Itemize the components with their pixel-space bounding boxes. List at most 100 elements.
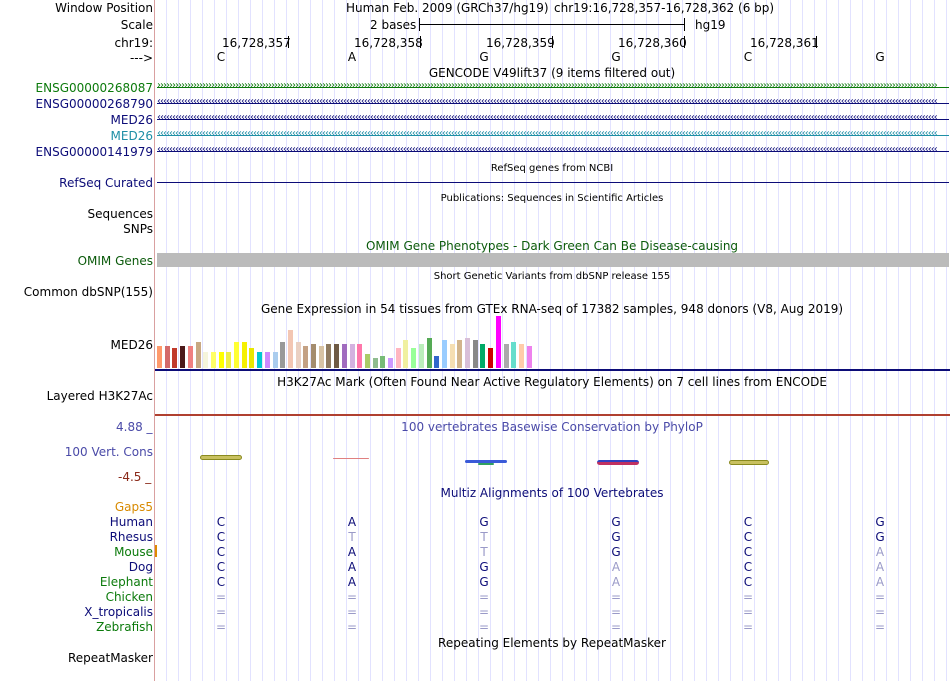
gtex-tissue-bar[interactable] [187, 346, 193, 368]
multiz-track-title[interactable]: Multiz Alignments of 100 Vertebrates [440, 486, 664, 500]
gtex-tissue-bar[interactable] [280, 342, 286, 368]
dbsnp-track-title[interactable]: Short Genetic Variants from dbSNP releas… [433, 271, 671, 282]
gtex-tissue-bar[interactable] [195, 342, 201, 368]
gtex-tissue-bar[interactable] [234, 342, 239, 368]
alignment-base: C [216, 545, 226, 559]
gtex-tissue-bar[interactable] [372, 358, 378, 368]
gtex-tissue-bar[interactable] [318, 346, 324, 368]
species-label[interactable]: Mouse [114, 545, 153, 559]
gtex-bar-chart[interactable] [157, 316, 557, 368]
gtex-tissue-bar[interactable] [218, 352, 224, 368]
gaps-label[interactable]: Gaps5 [114, 500, 153, 514]
gtex-tissue-bar[interactable] [180, 346, 186, 368]
species-label[interactable]: X_tropicalis [84, 605, 153, 619]
mouse-gap-marker [155, 545, 157, 557]
snps-track-label[interactable]: SNPs [123, 222, 153, 236]
refseq-track-title[interactable]: RefSeq genes from NCBI [490, 163, 614, 174]
gtex-tissue-bar[interactable] [526, 346, 532, 368]
gtex-tissue-bar[interactable] [349, 344, 355, 368]
gtex-track-title[interactable]: Gene Expression in 54 tissues from GTEx … [260, 302, 844, 316]
gtex-tissue-bar[interactable] [434, 356, 440, 368]
gencode-track-title[interactable]: GENCODE V49lift37 (9 items filtered out) [428, 66, 676, 80]
gtex-tissue-bar[interactable] [395, 348, 401, 368]
gtex-tissue-bar[interactable] [488, 348, 494, 368]
gtex-track-label[interactable]: MED26 [110, 338, 153, 352]
gtex-tissue-bar[interactable] [472, 340, 478, 368]
alignment-base: T [480, 530, 488, 544]
gencode-gene-line[interactable]: ‹‹‹‹‹‹‹‹‹‹‹‹‹‹‹‹‹‹‹‹‹‹‹‹‹‹‹‹‹‹‹‹‹‹‹‹‹‹‹‹… [157, 131, 949, 140]
gencode-item-label[interactable]: ENSG00000268087 [35, 81, 153, 95]
species-label[interactable]: Dog [128, 560, 153, 574]
gtex-tissue-bar[interactable] [287, 330, 293, 368]
gtex-tissue-bar[interactable] [334, 344, 340, 368]
h3k27ac-track-title[interactable]: H3K27Ac Mark (Often Found Near Active Re… [277, 375, 827, 389]
gtex-tissue-bar[interactable] [418, 344, 424, 368]
dbsnp-track-label[interactable]: Common dbSNP(155) [23, 285, 153, 299]
gtex-tissue-bar[interactable] [172, 348, 178, 368]
gtex-tissue-bar[interactable] [303, 346, 309, 368]
gtex-tissue-bar[interactable] [480, 344, 486, 368]
phylop-track-title[interactable]: 100 vertebrates Basewise Conservation by… [401, 420, 703, 434]
gtex-tissue-bar[interactable] [465, 338, 470, 368]
gtex-tissue-bar[interactable] [388, 358, 393, 368]
refseq-track-label[interactable]: RefSeq Curated [59, 176, 153, 190]
gencode-item-label[interactable]: MED26 [110, 129, 153, 143]
gencode-gene-line[interactable]: ‹‹‹‹‹‹‹‹‹‹‹‹‹‹‹‹‹‹‹‹‹‹‹‹‹‹‹‹‹‹‹‹‹‹‹‹‹‹‹‹… [157, 115, 949, 124]
alignment-base: = [610, 605, 622, 619]
scale-bar-right-cap [684, 18, 685, 31]
label-track-separator[interactable] [154, 0, 155, 681]
omim-track-title[interactable]: OMIM Gene Phenotypes - Dark Green Can Be… [365, 239, 739, 253]
gtex-tissue-bar[interactable] [426, 338, 432, 368]
gtex-tissue-bar[interactable] [210, 352, 216, 368]
species-label[interactable]: Human [109, 515, 153, 529]
gtex-tissue-bar[interactable] [503, 344, 509, 368]
alignment-base: C [216, 575, 226, 589]
gtex-tissue-bar[interactable] [241, 342, 247, 368]
gencode-gene-line[interactable]: ‹‹‹‹‹‹‹‹‹‹‹‹‹‹‹‹‹‹‹‹‹‹‹‹‹‹‹‹‹‹‹‹‹‹‹‹‹‹‹‹… [157, 147, 949, 156]
omim-track-label[interactable]: OMIM Genes [77, 254, 153, 268]
species-label[interactable]: Rhesus [109, 530, 153, 544]
gtex-tissue-bar[interactable] [457, 340, 463, 368]
gtex-tissue-bar[interactable] [518, 344, 524, 368]
gtex-tissue-bar[interactable] [295, 342, 301, 368]
gtex-tissue-bar[interactable] [157, 346, 162, 368]
gtex-tissue-bar[interactable] [411, 348, 417, 368]
gtex-tissue-bar[interactable] [441, 340, 447, 368]
gtex-tissue-bar[interactable] [311, 344, 316, 368]
publications-track-label[interactable]: Sequences [87, 207, 153, 221]
gtex-tissue-bar[interactable] [164, 346, 170, 368]
gencode-item-label[interactable]: ENSG00000141979 [35, 145, 153, 159]
gtex-tissue-bar[interactable] [495, 316, 501, 368]
gtex-tissue-bar[interactable] [403, 340, 409, 368]
gencode-item-label[interactable]: MED26 [110, 113, 153, 127]
gtex-tissue-bar[interactable] [341, 344, 347, 368]
gencode-item-label[interactable]: ENSG00000268790 [35, 97, 153, 111]
gtex-tissue-bar[interactable] [264, 352, 270, 368]
gtex-tissue-bar[interactable] [226, 352, 232, 368]
repeatmasker-track-label[interactable]: RepeatMasker [67, 651, 153, 665]
gtex-tissue-bar[interactable] [203, 352, 209, 368]
alignment-base: A [611, 560, 621, 574]
repeatmasker-track-title[interactable]: Repeating Elements by RepeatMasker [438, 636, 666, 650]
publications-track-title[interactable]: Publications: Sequences in Scientific Ar… [440, 193, 664, 204]
gtex-tissue-bar[interactable] [380, 356, 386, 368]
gtex-tissue-bar[interactable] [357, 344, 363, 368]
gtex-tissue-bar[interactable] [511, 342, 517, 368]
gtex-tissue-bar[interactable] [326, 344, 332, 368]
species-label[interactable]: Elephant [99, 575, 153, 589]
species-label[interactable]: Chicken [105, 590, 153, 604]
phylop-score-mark [729, 460, 769, 465]
gtex-tissue-bar[interactable] [272, 352, 278, 368]
gencode-gene-line[interactable]: ‹‹‹‹‹‹‹‹‹‹‹‹‹‹‹‹‹‹‹‹‹‹‹‹‹‹‹‹‹‹‹‹‹‹‹‹‹‹‹‹… [157, 99, 949, 108]
h3k27ac-track-label[interactable]: Layered H3K27Ac [46, 389, 153, 403]
gencode-gene-line[interactable]: ››››››››››››››››››››››››››››››››››››››››… [157, 83, 949, 92]
gtex-tissue-bar[interactable] [449, 344, 455, 368]
gtex-tissue-bar[interactable] [257, 352, 263, 368]
gtex-tissue-bar[interactable] [249, 348, 255, 368]
alignment-base: = [215, 590, 227, 604]
omim-gene-bar[interactable] [157, 253, 949, 267]
phylop-track-label[interactable]: 100 Vert. Cons [64, 445, 153, 459]
refseq-gene-line[interactable] [157, 182, 949, 183]
species-label[interactable]: Zebrafish [96, 620, 153, 634]
gtex-tissue-bar[interactable] [364, 354, 370, 368]
